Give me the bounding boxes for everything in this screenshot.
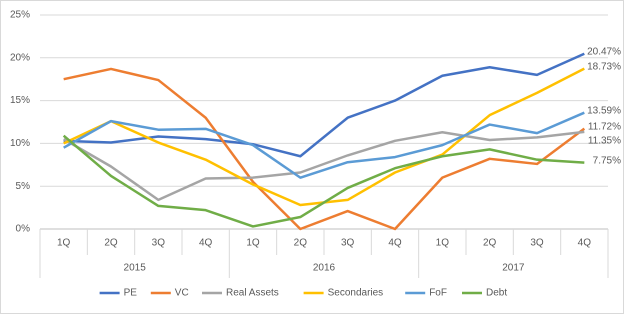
y-tick-label: 25% [10, 10, 30, 21]
x-tick-label: 3Q [530, 238, 544, 249]
value-label: 11.35% [588, 135, 621, 146]
value-label: 7.75% [593, 155, 621, 166]
x-tick-label: 2Q [104, 238, 118, 249]
series-line [63, 130, 585, 202]
y-tick-label: 10% [10, 138, 30, 149]
y-tick-label: 5% [16, 181, 31, 192]
x-tick-label: 1Q [246, 238, 260, 249]
x-tick-label: 4Q [578, 238, 592, 249]
x-tick-label: 2Q [483, 238, 497, 249]
x-tick-label: 3Q [341, 238, 355, 249]
value-label: 11.72% [588, 121, 621, 132]
group-label: 2016 [313, 263, 336, 274]
x-tick-label: 1Q [57, 238, 71, 249]
series-line [63, 52, 585, 158]
y-tick-label: 15% [10, 95, 30, 106]
group-label: 2015 [124, 263, 147, 274]
value-label: 13.59% [587, 105, 621, 116]
x-tick-label: 2Q [294, 238, 308, 249]
y-tick-label: 20% [10, 52, 30, 63]
legend-label: Debt [486, 288, 507, 299]
x-tick-label: 1Q [436, 238, 450, 249]
series-line [62, 134, 585, 228]
x-tick-label: 4Q [199, 238, 213, 249]
legend-label: Real Assets [226, 288, 279, 299]
series-line [63, 67, 586, 231]
legend-label: Secondaries [328, 288, 384, 299]
group-label: 2017 [502, 263, 525, 274]
legend-label: FoF [429, 288, 447, 299]
series-line [63, 111, 585, 179]
legend-label: PE [124, 288, 138, 299]
value-label: 20.47% [587, 46, 621, 57]
value-label: 18.73% [587, 61, 621, 72]
y-tick-label: 0% [16, 224, 31, 235]
x-tick-label: 4Q [388, 238, 402, 249]
x-tick-label: 3Q [152, 238, 166, 249]
legend-label: VC [175, 288, 189, 299]
